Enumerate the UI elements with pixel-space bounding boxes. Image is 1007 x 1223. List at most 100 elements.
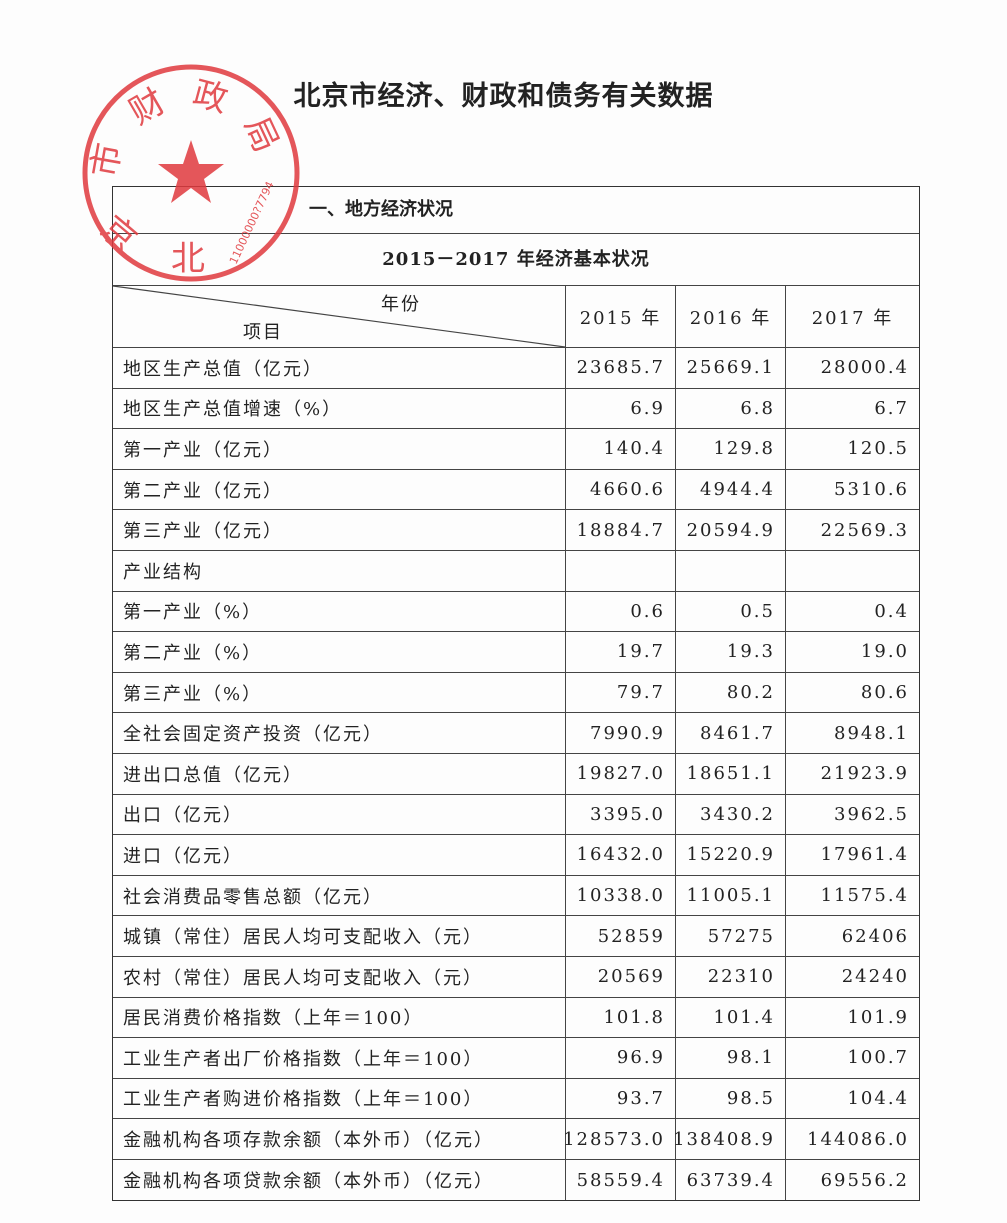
- value-cell: 3962.5: [834, 803, 909, 825]
- value-cell: 80.2: [676, 672, 786, 713]
- row-label: 居民消费价格指数（上年＝100）: [113, 997, 566, 1038]
- year-header: 2017 年: [811, 307, 894, 329]
- value-cell: 20569: [566, 956, 676, 997]
- row-label: 金融机构各项存款余额（本外币）（亿元）: [113, 1119, 566, 1159]
- value-cell: [676, 550, 786, 591]
- value-cell: [566, 550, 676, 591]
- year-header: 2016 年: [676, 286, 786, 347]
- value-cell: 19827.0: [566, 753, 676, 794]
- table-row: 城镇（常住）居民人均可支配收入（元） 52859 57275 62406: [113, 916, 919, 957]
- value-cell: 19.3: [676, 632, 786, 672]
- row-label: 出口（亿元）: [113, 794, 566, 835]
- value-cell: 96.9: [566, 1038, 676, 1078]
- value-cell: 57275: [676, 916, 786, 956]
- row-label: 进出口总值（亿元）: [113, 753, 566, 794]
- table-row: 产业结构: [113, 550, 919, 592]
- row-label: 第二产业（%）: [113, 632, 566, 672]
- row-label: 第一产业（%）: [113, 591, 566, 632]
- table-row: 第一产业（%） 0.6 0.5 0.4: [113, 591, 919, 633]
- table-row: 地区生产总值（亿元） 23685.7 25669.1 28000.4: [113, 348, 919, 389]
- value-cell: 62406: [841, 925, 909, 947]
- value-cell: 0.6: [566, 591, 676, 632]
- value-cell: 21923.9: [820, 763, 909, 785]
- value-cell: 100.7: [847, 1047, 909, 1069]
- value-cell: 22569.3: [820, 519, 909, 541]
- value-cell: 98.5: [676, 1078, 786, 1119]
- value-cell: 25669.1: [676, 348, 786, 388]
- year-header-label: 年份: [381, 294, 421, 315]
- row-label: 工业生产者出厂价格指数（上年＝100）: [113, 1038, 566, 1078]
- value-cell: 17961.4: [820, 844, 909, 866]
- svg-text:市: 市: [84, 140, 129, 180]
- value-cell: 3430.2: [676, 794, 786, 835]
- section-heading: 一、地方经济状况: [113, 187, 919, 234]
- value-cell: 0.5: [676, 591, 786, 632]
- value-cell: 58559.4: [566, 1159, 676, 1201]
- table-row: 金融机构各项贷款余额（本外币）（亿元） 58559.4 63739.4 69556.2: [113, 1159, 919, 1201]
- svg-text:局: 局: [236, 111, 287, 159]
- value-cell: 6.8: [676, 388, 786, 429]
- value-cell: 7990.9: [566, 713, 676, 753]
- value-cell: 101.8: [566, 997, 676, 1038]
- row-label: 产业结构: [113, 550, 566, 591]
- row-label: 城镇（常住）居民人均可支配收入（元）: [113, 916, 566, 956]
- table-row: 全社会固定资产投资（亿元） 7990.9 8461.7 8948.1: [113, 713, 919, 754]
- table-row: 地区生产总值增速（%） 6.9 6.8 6.7: [113, 388, 919, 430]
- row-label: 地区生产总值（亿元）: [113, 348, 566, 388]
- table-row: 第二产业（亿元） 4660.6 4944.4 5310.6: [113, 469, 919, 511]
- value-cell: 4944.4: [676, 469, 786, 510]
- value-cell: 10338.0: [566, 875, 676, 916]
- table-row: 社会消费品零售总额（亿元） 10338.0 11005.1 11575.4: [113, 875, 919, 917]
- table-row: 进出口总值（亿元） 19827.0 18651.1 21923.9: [113, 753, 919, 795]
- value-cell: 6.9: [566, 388, 676, 429]
- value-cell: 138408.9: [673, 1119, 786, 1159]
- value-cell: 144086.0: [807, 1128, 909, 1150]
- value-cell: [786, 551, 919, 591]
- value-cell: 18651.1: [676, 753, 786, 794]
- row-label: 社会消费品零售总额（亿元）: [113, 875, 566, 916]
- value-cell: 6.7: [874, 397, 909, 419]
- table-row: 第三产业（亿元） 18884.7 20594.9 22569.3: [113, 510, 919, 551]
- row-label: 第二产业（亿元）: [113, 469, 566, 510]
- value-cell: 19.7: [566, 632, 676, 672]
- value-cell: 52859: [566, 916, 676, 956]
- year-header: 2015 年: [566, 286, 676, 347]
- row-label: 工业生产者购进价格指数（上年＝100）: [113, 1078, 566, 1119]
- table-title: 2015－2017 年经济基本状况: [113, 234, 919, 286]
- row-label: 第三产业（%）: [113, 672, 566, 713]
- row-label: 农村（常住）居民人均可支配收入（元）: [113, 956, 566, 997]
- value-cell: 120.5: [847, 438, 909, 460]
- value-cell: 11005.1: [676, 875, 786, 916]
- table-row: 第一产业（亿元） 140.4 129.8 120.5: [113, 429, 919, 470]
- table-row: 出口（亿元） 3395.0 3430.2 3962.5: [113, 794, 919, 836]
- table-header-row: 年份 项目 2015 年 2016 年 2017 年: [113, 286, 919, 348]
- value-cell: 11575.4: [820, 885, 909, 907]
- row-label: 金融机构各项贷款余额（本外币）（亿元）: [113, 1159, 566, 1201]
- table-row: 进口（亿元） 16432.0 15220.9 17961.4: [113, 835, 919, 876]
- value-cell: 80.6: [860, 682, 909, 704]
- item-header-label: 项目: [243, 322, 283, 343]
- value-cell: 101.9: [847, 1006, 909, 1028]
- economy-table: 一、地方经济状况 2015－2017 年经济基本状况 年份 项目 2015 年 …: [112, 186, 920, 1202]
- value-cell: 129.8: [676, 429, 786, 469]
- table-row: 农村（常住）居民人均可支配收入（元） 20569 22310 24240: [113, 956, 919, 998]
- value-cell: 20594.9: [676, 510, 786, 550]
- value-cell: 93.7: [566, 1078, 676, 1119]
- value-cell: 98.1: [676, 1038, 786, 1078]
- value-cell: 69556.2: [820, 1169, 909, 1191]
- value-cell: 4660.6: [566, 469, 676, 510]
- value-cell: 28000.4: [820, 357, 909, 379]
- value-cell: 79.7: [566, 672, 676, 713]
- table-body: 地区生产总值（亿元） 23685.7 25669.1 28000.4 地区生产总值增速（…: [113, 348, 919, 1201]
- table-row: 第三产业（%） 79.7 80.2 80.6: [113, 672, 919, 714]
- table-row: 工业生产者出厂价格指数（上年＝100） 96.9 98.1 100.7: [113, 1038, 919, 1079]
- row-label: 进口（亿元）: [113, 835, 566, 875]
- value-cell: 5310.6: [834, 479, 909, 501]
- table-row: 金融机构各项存款余额（本外币）（亿元） 128573.0 138408.9 14408…: [113, 1119, 919, 1160]
- value-cell: 24240: [841, 966, 909, 988]
- value-cell: 128573.0: [563, 1119, 676, 1159]
- value-cell: 23685.7: [566, 348, 676, 388]
- diagonal-header-cell: 年份 项目: [113, 286, 566, 347]
- value-cell: 8461.7: [676, 713, 786, 753]
